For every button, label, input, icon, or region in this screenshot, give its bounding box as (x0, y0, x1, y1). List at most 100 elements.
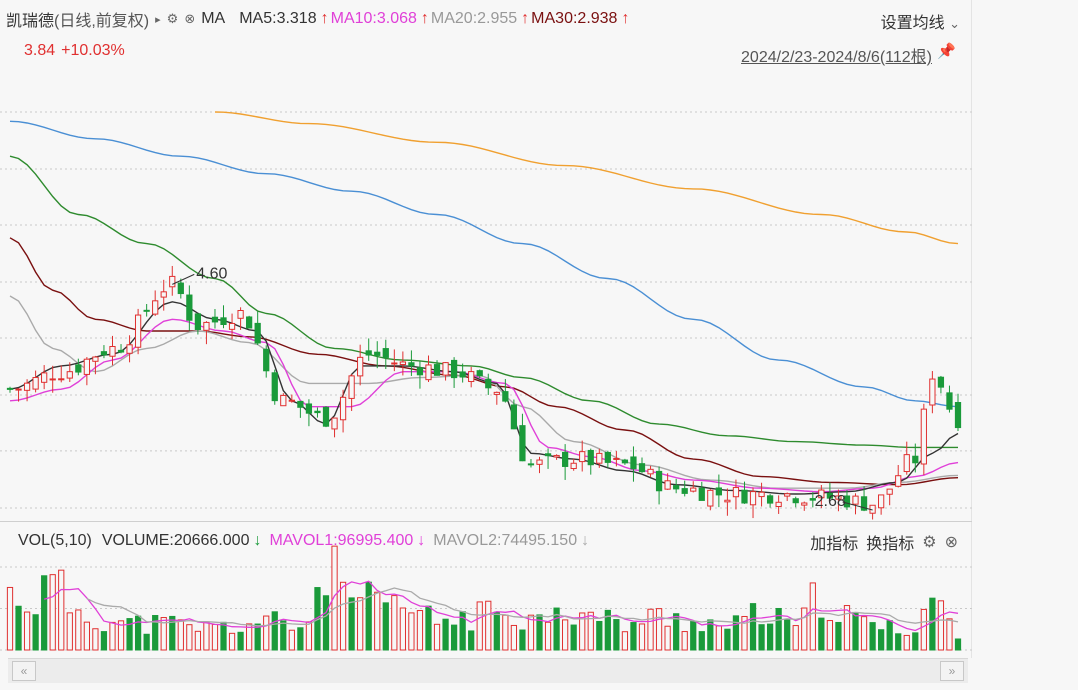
candle (365, 338, 372, 361)
gear-icon[interactable]: ⚙ (166, 11, 179, 26)
candle (878, 494, 885, 515)
add-indicator-button[interactable]: 加指标 (810, 536, 859, 553)
close-icon[interactable]: ⊗ (184, 11, 196, 26)
set-ma-button[interactable]: 设置均线 ⌄ (881, 9, 960, 33)
volume-bar (929, 597, 936, 651)
volume-bar (673, 613, 680, 651)
candle (160, 279, 167, 311)
volume-bar (912, 632, 919, 651)
candle (929, 371, 936, 414)
candle-body (519, 425, 526, 462)
candle-body (416, 367, 424, 376)
candle-body (895, 475, 902, 487)
volume-bar (544, 621, 552, 651)
candle (117, 344, 125, 354)
volume-bar (519, 629, 526, 651)
candle (749, 487, 757, 519)
candle (203, 321, 210, 345)
volume-bar (83, 621, 90, 651)
candle (75, 358, 82, 376)
volume-bar (724, 628, 731, 651)
candle (655, 466, 663, 505)
volume-bar (425, 605, 432, 651)
candle (32, 370, 39, 393)
volume-bar (365, 581, 372, 651)
candle (169, 265, 176, 296)
switch-indicator-button[interactable]: 换指标 (866, 536, 915, 553)
candle (835, 489, 842, 512)
volume-bar (109, 621, 116, 651)
candle-body (536, 459, 543, 465)
candle-body (433, 364, 441, 376)
price-annotation: 2.68 (815, 493, 873, 511)
candle-body (117, 349, 125, 353)
volume-bar (809, 582, 816, 651)
volume-bar (348, 597, 355, 651)
candle-body (724, 499, 731, 503)
volume-header: VOL(5,10) VOLUME:20666.000 ↓ MAVOL1:9699… (18, 530, 599, 552)
chevron-right-icon[interactable]: » (940, 661, 964, 681)
expand-arrow-icon[interactable]: ▸ (155, 13, 161, 26)
candle-body (41, 372, 48, 383)
candle-body (66, 371, 73, 379)
volume-bar (801, 607, 808, 651)
ma20-arrow: ↑ (521, 10, 530, 27)
volume-bar (263, 615, 270, 651)
candle-body (587, 449, 594, 466)
candle-body (732, 487, 740, 498)
volume-bar (75, 609, 82, 651)
candle-body (203, 321, 210, 331)
ma10-arrow: ↑ (420, 10, 429, 27)
candle (374, 341, 381, 369)
candle-body (211, 316, 219, 323)
price-row: 3.84 +10.03% (24, 42, 125, 60)
candle (450, 357, 458, 388)
candle-body (562, 451, 569, 467)
volume-bar (655, 608, 663, 651)
candle-body (92, 356, 99, 362)
volume-bar (305, 621, 313, 651)
candle-body (485, 378, 492, 389)
candle-body (613, 457, 620, 460)
candle (784, 492, 791, 502)
candle (937, 375, 945, 394)
candle (476, 369, 483, 379)
candle (502, 379, 509, 403)
candle-body (835, 495, 842, 500)
candle (638, 457, 646, 473)
candle (83, 357, 90, 386)
horizontal-scrollbar[interactable]: « » (8, 658, 968, 683)
candle (852, 493, 859, 515)
candle-body (826, 492, 834, 499)
date-range[interactable]: 2024/2/23-2024/8/6(112根) (741, 49, 932, 66)
candle (707, 489, 714, 511)
gear-icon[interactable]: ⚙ (922, 534, 937, 551)
candle (630, 446, 637, 482)
volume-bar (433, 623, 441, 651)
candle-body (860, 496, 868, 511)
candle-body (83, 358, 90, 375)
annotation-label: 2.68 (815, 493, 846, 510)
volume-bar (818, 617, 825, 651)
candle-body (314, 410, 321, 414)
candle-body (391, 362, 398, 365)
candle-body (58, 378, 65, 381)
candle-body (194, 313, 202, 330)
annotation-arrow (172, 273, 195, 285)
volume-bar (510, 624, 518, 651)
candle (801, 501, 808, 511)
candle (690, 481, 697, 493)
pin-icon[interactable]: 📌 (937, 43, 956, 60)
close-icon[interactable]: ⊗ (944, 534, 958, 551)
candle (536, 456, 543, 474)
volume-bar (869, 622, 876, 651)
candle (66, 362, 73, 383)
candle-body (109, 346, 116, 357)
chevron-left-icon[interactable]: « (12, 661, 36, 681)
candle-body (237, 310, 244, 319)
candle (246, 315, 253, 329)
candle-body (749, 491, 757, 506)
candle (562, 444, 569, 480)
candle (177, 278, 184, 299)
